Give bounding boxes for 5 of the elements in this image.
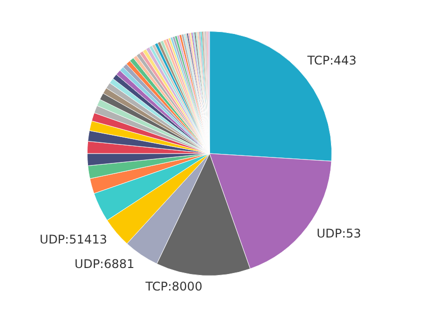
slice-label: TCP:8000	[144, 280, 202, 294]
slice-label: UDP:6881	[74, 256, 134, 271]
slice-label: UDP:53	[316, 226, 362, 241]
slice-label: TCP:443	[306, 54, 357, 68]
slice-label: UDP:51413	[40, 232, 108, 246]
